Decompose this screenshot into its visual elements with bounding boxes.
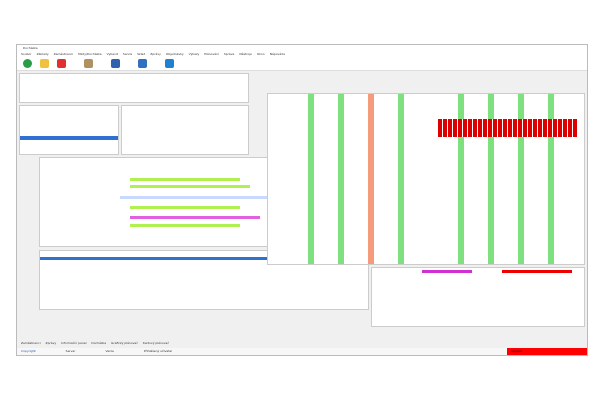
version: Verze xyxy=(105,349,114,353)
menu-item[interactable]: Objednávky xyxy=(165,52,184,56)
info-panel xyxy=(371,267,585,327)
tab[interactable]: Docházka xyxy=(91,341,107,345)
grid-icon[interactable] xyxy=(84,59,93,68)
tab[interactable]: Kartový plánovač xyxy=(142,341,170,345)
alert-badge: Spojení xyxy=(507,348,587,355)
menu-item[interactable]: Nápověda xyxy=(269,52,285,56)
tab[interactable]: Zprávy xyxy=(45,341,57,345)
menu-item[interactable]: Plánování xyxy=(204,52,219,56)
status-bar: Copyright Server Verze Přihlášený uživat… xyxy=(17,348,587,355)
planner-grid xyxy=(267,93,585,265)
menu-item[interactable]: Zaměstnanci xyxy=(53,52,74,56)
menu-item[interactable]: Zprávy xyxy=(150,52,161,56)
menu-item[interactable]: Správa xyxy=(223,52,235,56)
tab[interactable]: Grafický plánovač xyxy=(111,341,138,345)
menu-item[interactable]: Základy xyxy=(36,52,49,56)
save-icon[interactable] xyxy=(138,59,147,68)
user: Přihlášený uživatel xyxy=(143,349,173,353)
tab[interactable]: Informační panel xyxy=(61,341,87,345)
employee-list[interactable] xyxy=(19,105,119,155)
window-title: Docházka xyxy=(17,45,587,51)
exit-icon[interactable] xyxy=(165,59,174,68)
add-icon[interactable] xyxy=(23,59,32,68)
menu-item[interactable]: Soubor xyxy=(21,52,32,56)
menu-item[interactable]: Mzdy/Docházka xyxy=(78,52,102,56)
toolbar xyxy=(17,57,587,71)
edit-icon[interactable] xyxy=(40,59,49,68)
server: Server xyxy=(65,349,76,353)
tab[interactable]: Zaměstnanci xyxy=(21,341,41,345)
menu-item[interactable]: Výkazy xyxy=(188,52,200,56)
card-icon[interactable] xyxy=(111,59,120,68)
records-table[interactable] xyxy=(121,105,249,155)
delete-icon[interactable] xyxy=(57,59,66,68)
app-window: Docházka Soubor Základy Zaměstnanci Mzdy/Do… xyxy=(16,44,588,356)
menu-item[interactable]: Servis xyxy=(122,52,133,56)
menu-bar: Soubor Základy Zaměstnanci Mzdy/Docházka Vyb… xyxy=(17,51,587,57)
menu-item[interactable]: Okno xyxy=(256,52,265,56)
menu-item[interactable]: Nástroje xyxy=(239,52,252,56)
menu-item[interactable]: Sklad xyxy=(137,52,146,56)
copyright: Copyright xyxy=(21,349,36,353)
menu-item[interactable]: Vybavit xyxy=(106,52,118,56)
bottom-tabs: Zaměstnanci Zprávy Informační panel Docházk… xyxy=(17,340,587,346)
filter-panel xyxy=(19,73,249,103)
